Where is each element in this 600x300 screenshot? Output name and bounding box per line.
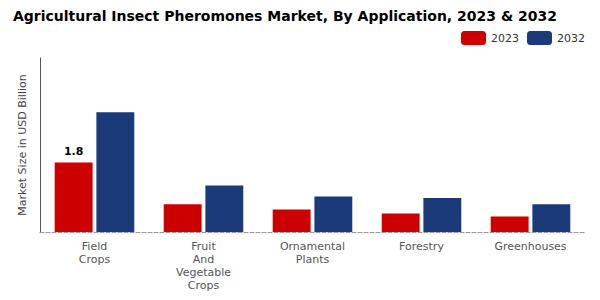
svg-text:Forestry: Forestry	[399, 240, 444, 253]
svg-text:Field: Field	[82, 240, 107, 253]
svg-text:Agricultural Insect Pheromones: Agricultural Insect Pheromones Market, B…	[13, 8, 557, 24]
svg-text:Market Size in USD Billion: Market Size in USD Billion	[16, 74, 29, 215]
svg-text:Ornamental: Ornamental	[280, 240, 345, 253]
svg-text:Greenhouses: Greenhouses	[494, 240, 566, 253]
svg-text:Plants: Plants	[296, 253, 330, 266]
svg-text:1.8: 1.8	[64, 145, 84, 158]
svg-text:And: And	[193, 253, 214, 266]
svg-text:2032: 2032	[557, 32, 585, 45]
svg-text:Crops: Crops	[79, 253, 111, 266]
svg-text:Fruit: Fruit	[191, 240, 216, 253]
svg-text:2023: 2023	[491, 32, 519, 45]
svg-text:Crops: Crops	[188, 279, 220, 292]
svg-text:Vegetable: Vegetable	[176, 266, 231, 279]
